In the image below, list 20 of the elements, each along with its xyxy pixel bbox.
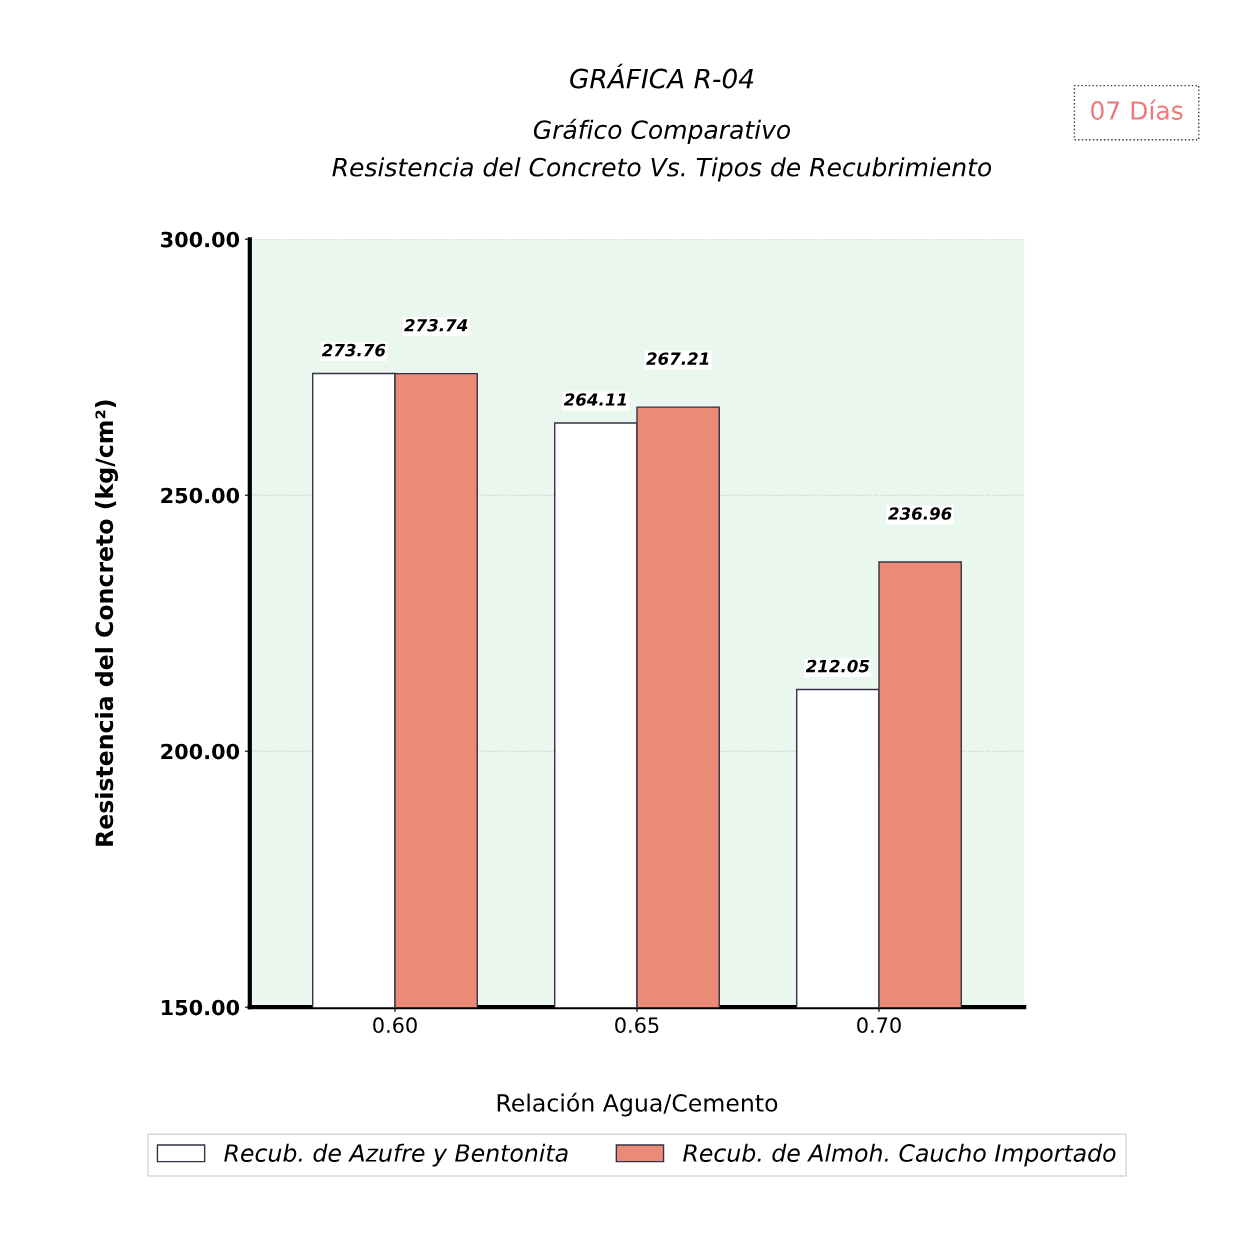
data-label: 264.11 (563, 393, 627, 406)
data-label: 236.96 (888, 507, 952, 520)
data-label: 267.21 (646, 352, 709, 365)
data-label: 273.74 (404, 318, 468, 332)
y-axis-title: Resistencia del Concreto (kg/cm²) (94, 400, 119, 846)
x-axis-title: Relación Agua/Cemento (497, 1092, 778, 1117)
x-tick-label: 0.65 (615, 1017, 659, 1034)
y-tick-label: 200.00 (161, 743, 240, 760)
chart-subtitle: Gráfico Comparativo Resistencia del Concreto Vs. Tipos de Recubrimiento (332, 118, 992, 182)
x-tick-label: 0.60 (373, 1017, 417, 1034)
text: 07 Días (1091, 99, 1183, 120)
legend-label: Recub. de Azufre y Bentonita (224, 1143, 568, 1167)
data-label: 273.76 (321, 343, 386, 357)
legend-label: Recub. de Almoh. Caucho Importado (683, 1143, 1116, 1167)
chart-title: GRÁFICA R-04 (570, 63, 754, 89)
y-tick-label: 150.00 (162, 999, 240, 1016)
data-label: 212.05 (805, 659, 870, 673)
y-tick-label: 300.00 (161, 231, 240, 248)
x-tick-label: 0.70 (857, 1017, 901, 1034)
y-tick-label: 250.00 (161, 487, 240, 504)
